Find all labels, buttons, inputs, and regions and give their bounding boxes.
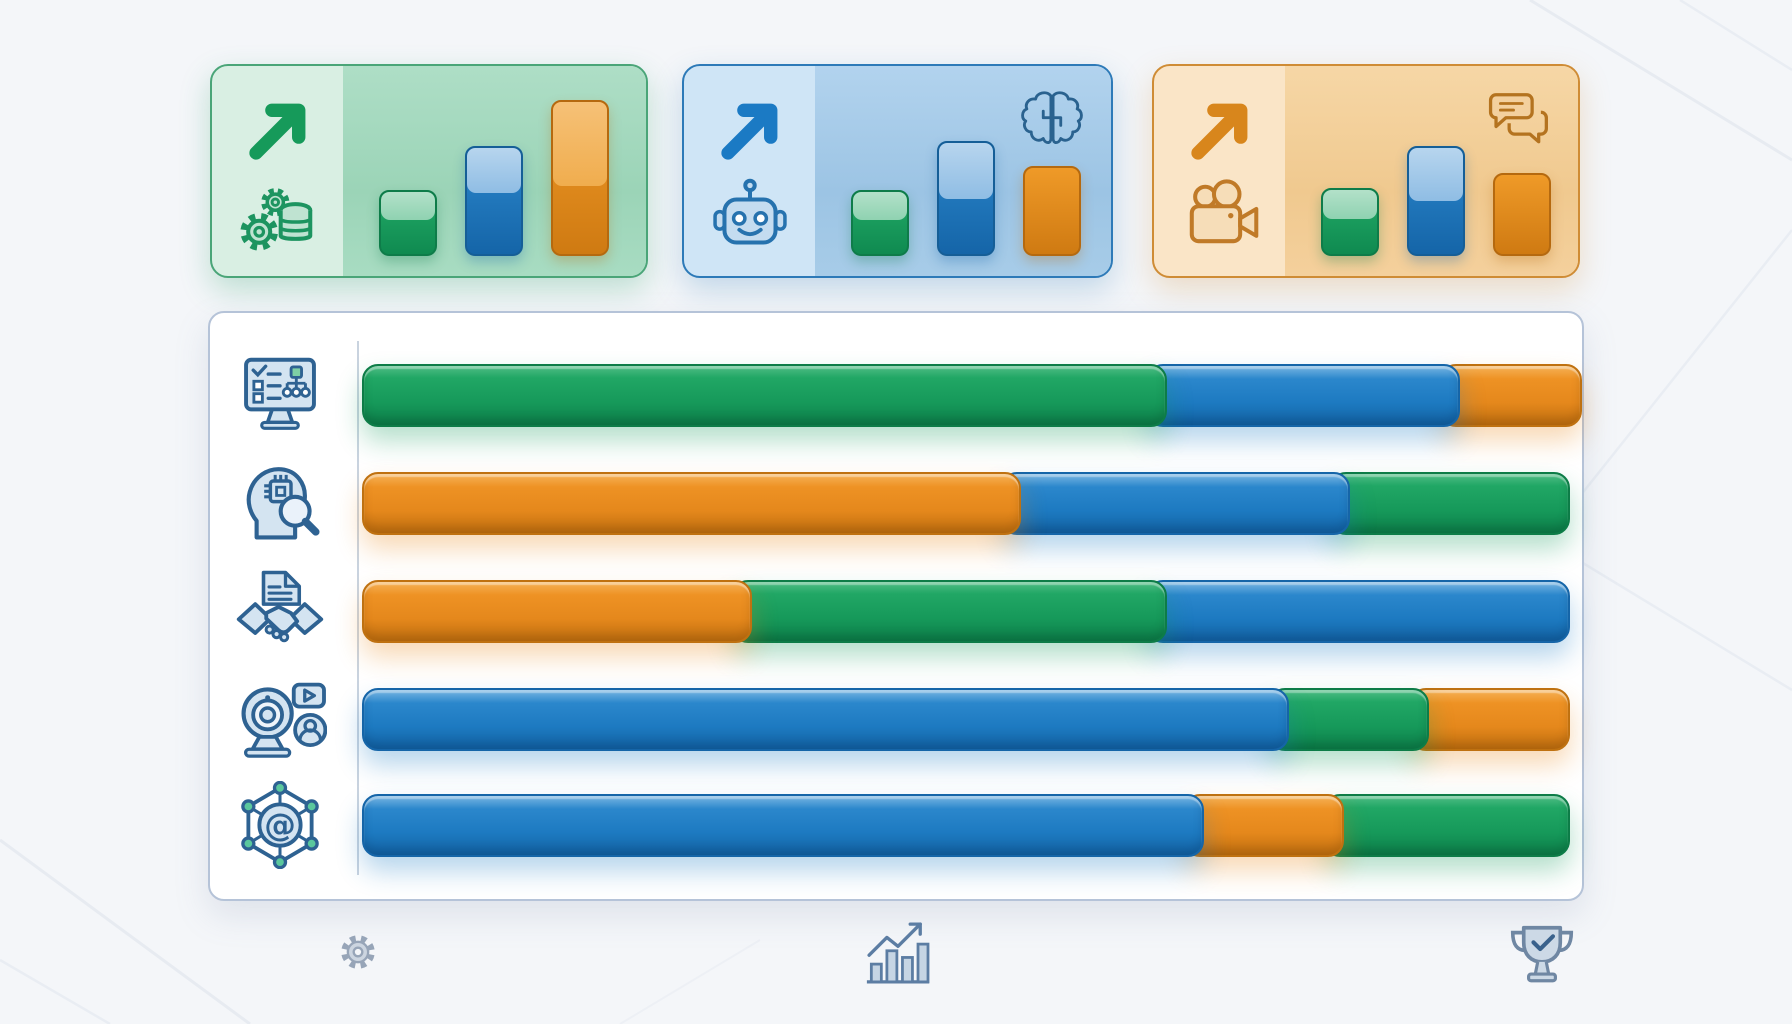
growth-data-card	[210, 64, 648, 278]
mini-bar-light-top	[939, 143, 993, 199]
monitor-checklist-icon	[224, 349, 336, 441]
bar-segment-blue	[362, 794, 1204, 857]
card-mini-chart-area	[815, 66, 1111, 276]
mini-bar-light-top	[1323, 190, 1377, 219]
mini-bar-light-top	[381, 192, 435, 220]
bar-segment-blue	[1147, 580, 1570, 643]
mini-chart-bar-green	[379, 190, 437, 256]
bar-segment-orange	[362, 472, 1021, 535]
bar-segment-green	[1269, 688, 1430, 751]
bar-track-planning-checklist	[362, 364, 1582, 427]
gear-icon	[333, 927, 383, 977]
network-at-icon: @	[224, 779, 336, 871]
mini-chart-bar-orange	[551, 100, 609, 256]
mini-bar-light-top	[1409, 148, 1463, 201]
chart-axis-line	[357, 341, 359, 875]
stacked-bar-chart-panel: @	[208, 311, 1584, 901]
head-chip-search-icon	[224, 457, 336, 549]
mini-chart-bar-green	[1321, 188, 1379, 256]
mini-chart-bar-orange	[1493, 173, 1551, 256]
bar-segment-orange	[362, 580, 753, 643]
bar-track-agreement-handshake	[362, 580, 1582, 643]
bar-segment-green	[732, 580, 1168, 643]
trophy-check-icon	[1503, 911, 1581, 1003]
arrow-up-right-icon	[239, 92, 317, 170]
brain-icon	[1017, 86, 1087, 152]
bar-segment-blue	[1000, 472, 1351, 535]
bar-segment-green	[362, 364, 1168, 427]
video-media-card	[1152, 64, 1580, 278]
bar-segment-orange	[1440, 364, 1582, 427]
bar-segment-orange	[1183, 794, 1345, 857]
ai-robot-card	[682, 64, 1113, 278]
bar-segment-blue	[362, 688, 1290, 751]
handshake-document-icon	[224, 565, 336, 657]
bar-segment-green	[1330, 472, 1570, 535]
chat-bubbles-icon	[1484, 86, 1554, 152]
mini-chart-bar-orange	[1023, 166, 1081, 256]
mini-chart-bar-blue	[1407, 146, 1465, 256]
bar-track-online-network	[362, 794, 1582, 857]
bar-track-ai-analysis	[362, 472, 1582, 535]
card-icon-strip	[684, 66, 815, 276]
card-icon-strip	[212, 66, 343, 276]
movie-camera-icon	[1177, 174, 1263, 260]
bar-segment-orange	[1409, 688, 1570, 751]
card-icon-strip	[1154, 66, 1285, 276]
mini-chart-bar-blue	[465, 146, 523, 256]
bar-segment-blue	[1147, 364, 1460, 427]
mini-bar-light-top	[553, 102, 607, 186]
gears-database-icon	[235, 174, 321, 260]
bar-track-video-conference	[362, 688, 1582, 751]
mini-chart-bar-green	[851, 190, 909, 256]
mini-bar-light-top	[853, 192, 907, 220]
arrow-up-right-icon	[711, 92, 789, 170]
robot-icon	[707, 174, 793, 260]
arrow-up-right-icon	[1181, 92, 1259, 170]
svg-text:@: @	[264, 808, 296, 844]
card-mini-chart-area	[343, 66, 646, 276]
bar-segment-green	[1324, 794, 1570, 857]
mini-bar-light-top	[467, 148, 521, 193]
mini-chart-bar-blue	[937, 141, 995, 256]
growth-chart-icon	[858, 913, 938, 993]
card-mini-chart-area	[1285, 66, 1578, 276]
webcam-video-user-icon	[224, 673, 336, 765]
